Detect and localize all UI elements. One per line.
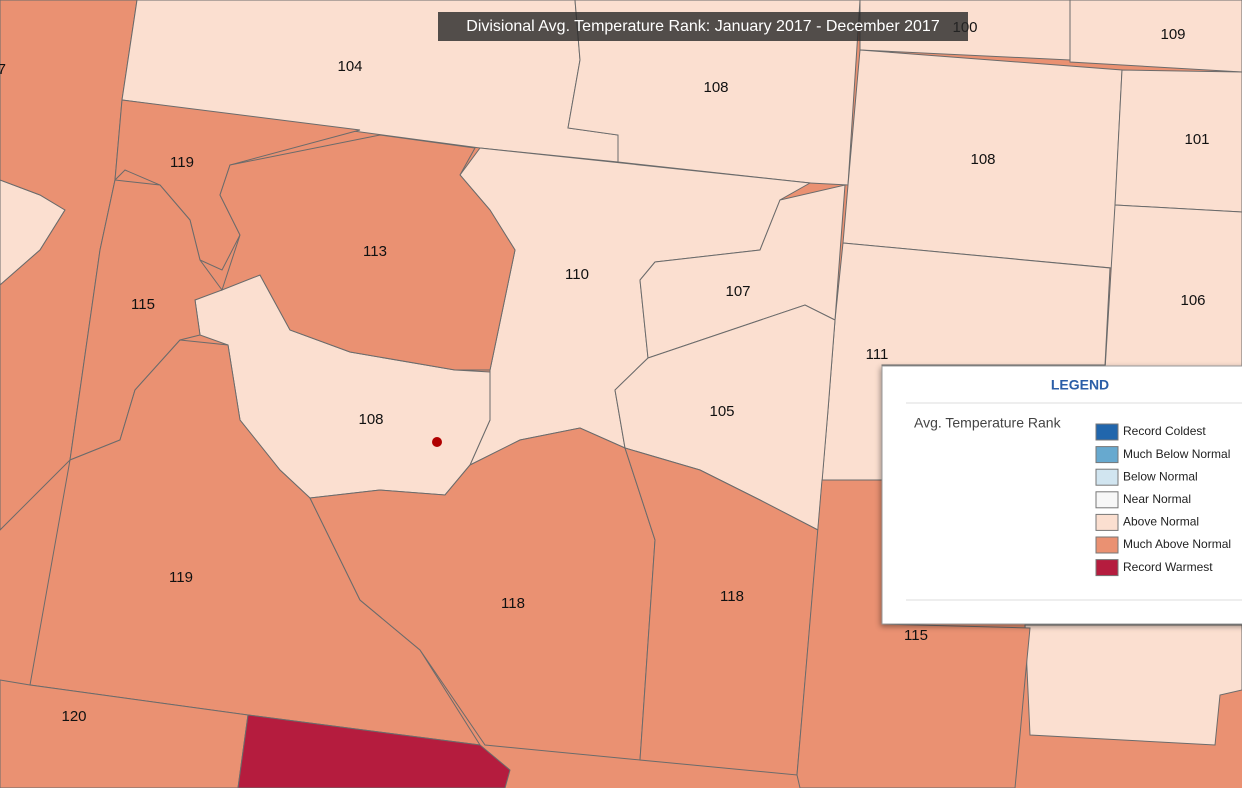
region-label: 101 <box>1184 131 1209 148</box>
region-labels: 1171041081001091081011061111101071051081… <box>0 19 1210 725</box>
region-label: 118 <box>720 588 744 605</box>
region-label: 120 <box>61 708 86 725</box>
legend-swatch <box>1095 446 1119 464</box>
legend-label: Above Normal <box>1123 515 1199 529</box>
region-label: 113 <box>363 243 387 260</box>
region-label: 108 <box>358 411 383 428</box>
legend-label: Near Normal <box>1123 492 1191 506</box>
map-title: Divisional Avg. Temperature Rank: Januar… <box>466 18 940 35</box>
legend-label: Record Coldest <box>1123 424 1206 438</box>
legend-box <box>881 365 1242 625</box>
legend-heading: LEGEND <box>1051 377 1109 393</box>
region-label: 108 <box>970 151 995 168</box>
region-label: 119 <box>169 569 193 586</box>
region-label: 117 <box>0 61 6 78</box>
region <box>114 99 361 271</box>
region-label: 118 <box>501 595 525 612</box>
legend-swatch <box>1095 513 1119 531</box>
region <box>1024 624 1242 746</box>
region <box>567 0 861 186</box>
legend-swatch <box>1095 491 1119 509</box>
region-label: 115 <box>904 627 928 644</box>
legend-panel: LEGEND Avg. Temperature Rank Record Cold… <box>881 365 1242 625</box>
title-box <box>438 12 968 41</box>
region <box>219 134 516 371</box>
legend-label: Much Below Normal <box>1123 447 1230 461</box>
region-label: 107 <box>725 283 750 300</box>
region-label: 115 <box>131 296 155 313</box>
legend-swatch <box>1095 536 1119 554</box>
legend-label: Much Above Normal <box>1123 537 1231 551</box>
legend-swatch <box>1095 559 1119 577</box>
region-label: 110 <box>565 266 589 283</box>
region <box>1114 69 1242 213</box>
region <box>1069 0 1242 73</box>
region-label: 111 <box>866 346 889 363</box>
legend-swatch <box>1095 468 1119 486</box>
legend-label: Record Warmest <box>1123 560 1213 574</box>
legend-label: Below Normal <box>1123 469 1198 483</box>
region-label: 106 <box>1180 292 1205 309</box>
region <box>1104 204 1242 371</box>
region-label: 108 <box>703 79 728 96</box>
record-region <box>237 714 511 788</box>
location-marker <box>432 437 442 447</box>
legend-items: Record Coldest Much Below Normal Below Nor… <box>1095 423 1231 577</box>
legend-swatch <box>1095 423 1119 441</box>
region-label: 104 <box>337 58 362 75</box>
region-label: 105 <box>709 403 734 420</box>
region-label: 119 <box>170 154 194 171</box>
legend-subtitle: Avg. Temperature Rank <box>914 415 1062 431</box>
region-label: 109 <box>1160 26 1185 43</box>
